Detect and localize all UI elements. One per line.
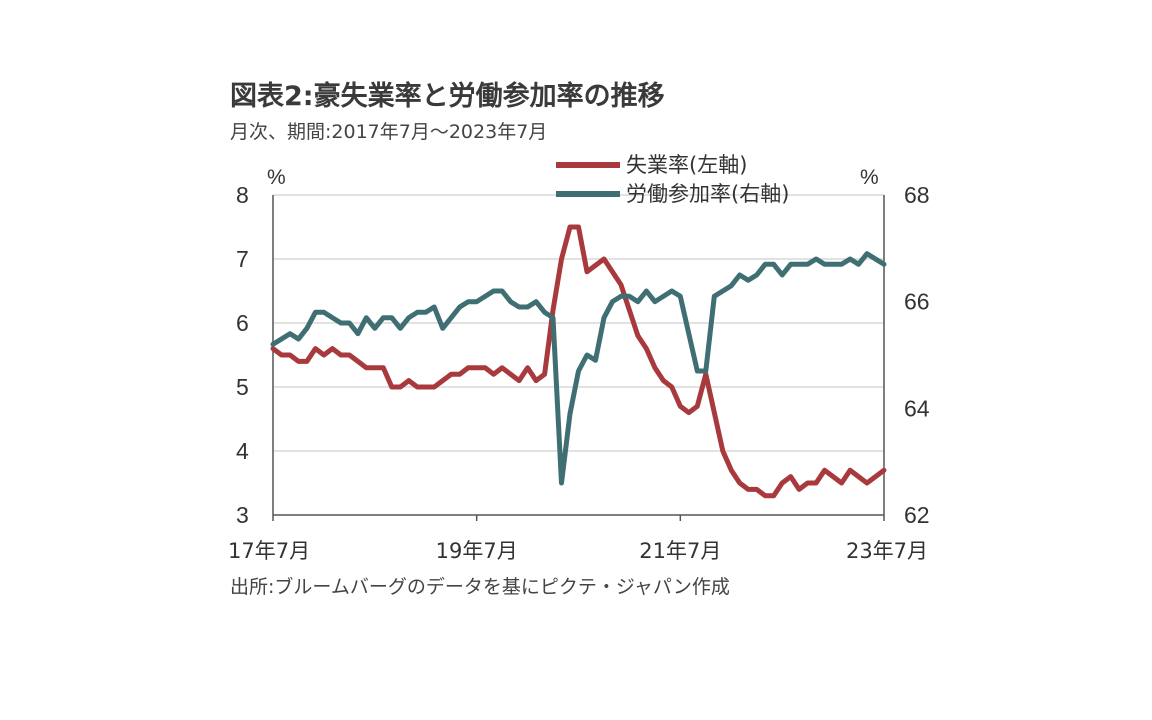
series-lines [270,224,887,499]
right-tick-label: 66 [904,289,930,315]
x-tick-label: 23年7月 [846,539,928,563]
x-tick-label: 21年7月 [639,539,721,563]
legend-label-participation: 労働参加率(右軸) [626,182,789,206]
left-tick-label: 5 [236,374,249,400]
participation-rate-line [270,251,887,486]
left-tick-label: 7 [236,246,249,272]
right-tick-label: 68 [904,182,930,208]
right-axis-unit: % [860,166,879,189]
legend: 失業率(左軸) 労働参加率(右軸) [556,153,789,206]
source-note: 出所:ブルームバーグのデータを基にピクテ・ジャパン作成 [230,576,730,598]
chart-subtitle: 月次、期間:2017年7月～2023年7月 [230,121,548,143]
left-tick-label: 6 [236,310,249,336]
right-tick-label: 64 [904,395,930,421]
unemployment-rate-line [270,224,887,499]
left-axis-unit: % [267,166,286,189]
right-tick-label: 62 [904,502,930,528]
chart-title: 図表2:豪失業率と労働参加率の推移 [230,81,665,112]
left-tick-label: 3 [236,502,249,528]
left-tick-label: 4 [236,438,249,464]
left-tick-label: 8 [236,182,249,208]
axes [272,195,885,521]
x-tick-label: 17年7月 [228,539,310,563]
axis-labels: 3 4 5 6 7 8 62 64 66 68% % 17年7月 19年7月 21年7月 23年7月 [228,166,930,563]
legend-label-unemployment: 失業率(左軸) [626,153,747,177]
x-tick-label: 19年7月 [436,539,518,563]
